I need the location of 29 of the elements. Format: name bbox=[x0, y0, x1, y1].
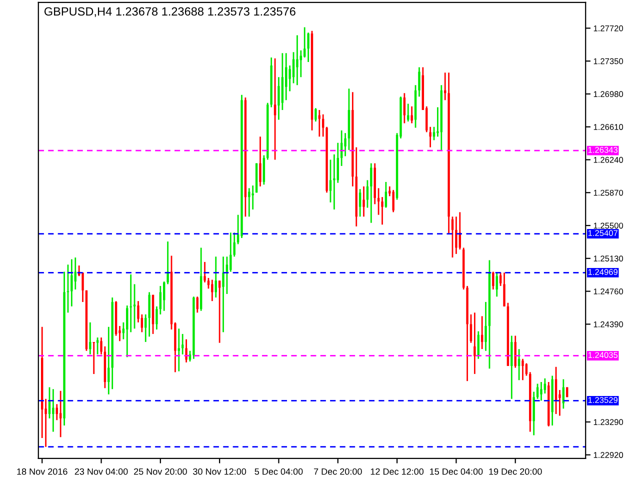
y-tick-label: 1.27350 bbox=[594, 58, 624, 64]
x-tick-label: 18 Nov 2016 bbox=[17, 468, 68, 475]
y-tick-label: 1.25870 bbox=[594, 190, 624, 196]
candlestick bbox=[566, 386, 568, 398]
y-tick-label: 1.24390 bbox=[594, 321, 624, 328]
ref-line-label: 1.23529 bbox=[588, 397, 618, 403]
y-tick-label: 1.26240 bbox=[594, 156, 624, 163]
y-tick-label: 1.22920 bbox=[594, 452, 624, 458]
ref-line-label: 1.24035 bbox=[588, 352, 618, 358]
y-tick-label: 1.25130 bbox=[594, 256, 624, 262]
x-tick-label: 7 Dec 20:00 bbox=[314, 468, 362, 475]
y-tick-label: 1.23290 bbox=[594, 419, 624, 426]
y-tick-label: 1.27720 bbox=[594, 25, 624, 32]
y-tick-label: 1.26980 bbox=[594, 91, 624, 98]
candlestick bbox=[255, 162, 258, 194]
x-tick-label: 30 Nov 12:00 bbox=[193, 468, 246, 475]
x-tick-label: 23 Nov 04:00 bbox=[74, 468, 128, 475]
x-tick-label: 19 Dec 20:00 bbox=[489, 468, 542, 475]
ref-line-label: 1.24969 bbox=[588, 269, 618, 275]
x-tick-label: 12 Dec 12:00 bbox=[370, 468, 424, 475]
x-tick-label: 25 Nov 20:00 bbox=[134, 468, 187, 475]
y-tick-label: 1.26610 bbox=[594, 124, 624, 130]
ref-line-label: 1.26343 bbox=[588, 146, 618, 153]
y-tick-label: 1.25500 bbox=[594, 222, 624, 229]
x-tick-label: 5 Dec 04:00 bbox=[254, 468, 303, 475]
x-tick-label: 15 Dec 04:00 bbox=[430, 468, 483, 475]
y-tick-label: 1.24760 bbox=[594, 288, 624, 294]
chart-title: GBPUSD,H4 1.23678 1.23688 1.23573 1.23576 bbox=[44, 7, 296, 18]
ref-line-label: 1.25407 bbox=[588, 230, 618, 236]
